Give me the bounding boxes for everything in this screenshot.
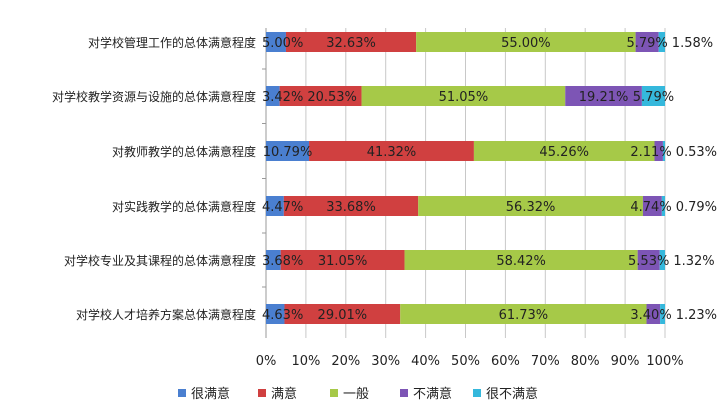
bar-segment [641, 86, 665, 106]
bar-segments [266, 32, 666, 324]
bar-segment [658, 32, 665, 52]
bar-segment [418, 196, 643, 216]
x-tick-label: 40% [411, 354, 440, 369]
x-tick-label: 70% [531, 354, 560, 369]
bar-segment [642, 196, 662, 216]
data-label: 0.53% [676, 145, 717, 160]
bar-segment [280, 250, 405, 270]
data-label: 41.32% [367, 145, 417, 160]
category-label: 对教师教学的总体满意程度 [112, 144, 256, 159]
data-label: 1.32% [673, 254, 714, 269]
category-label: 对实践教学的总体满意程度 [112, 199, 256, 214]
data-label: 2.11% [630, 145, 671, 160]
legend-label: 满意 [271, 386, 297, 402]
data-label: 51.05% [439, 90, 489, 105]
data-label: 19.21% [579, 90, 629, 105]
bar-segment [400, 304, 647, 324]
bar-segment [266, 86, 280, 106]
bar-segment [565, 86, 642, 106]
data-label: 58.42% [496, 254, 546, 269]
legend-swatch [473, 389, 481, 397]
x-tick-label: 20% [331, 354, 360, 369]
bar-segment [661, 196, 665, 216]
bar-segment [309, 141, 474, 161]
bar-segment [266, 304, 285, 324]
x-tick-label: 50% [451, 354, 480, 369]
data-label: 1.23% [676, 308, 717, 323]
bar-segment [361, 86, 566, 106]
bar-segment [283, 196, 419, 216]
data-label: 5.79% [633, 90, 674, 105]
category-label: 对学校教学资源与设施的总体满意程度 [52, 89, 256, 104]
data-label: 3.40% [630, 308, 671, 323]
data-label: 1.58% [672, 36, 713, 51]
data-label: 4.74% [630, 200, 671, 215]
data-label: 29.01% [318, 308, 368, 323]
category-label: 对学校管理工作的总体满意程度 [88, 35, 256, 50]
legend-swatch [258, 389, 266, 397]
bar-segment [279, 86, 362, 106]
data-label: 3.68% [262, 254, 303, 269]
data-label: 55.00% [501, 36, 551, 51]
data-labels: 5.00% 32.63% 55.00% 5.79% 1.58% 3.42% 20.53% 51… [262, 36, 717, 323]
data-label: 56.32% [506, 200, 556, 215]
bar-segment [266, 250, 281, 270]
category-label: 对学校专业及其课程的总体满意程度 [64, 253, 256, 268]
gridlines [262, 28, 666, 338]
legend: 很满意 满意 一般 不满意 很不满意 [178, 386, 538, 402]
x-tick-label: 80% [571, 354, 600, 369]
x-tick-label: 90% [611, 354, 640, 369]
bar-segment [635, 32, 659, 52]
data-label: 10.79% [263, 145, 313, 160]
data-label: 33.68% [326, 200, 376, 215]
data-label: 61.73% [499, 308, 549, 323]
data-label: 32.63% [326, 36, 376, 51]
bar-segment [285, 32, 417, 52]
data-label: 45.26% [539, 145, 589, 160]
x-tick-labels: 0% 10% 20% 30% 40% 50% 60% 70% 80% 90% 100% [256, 354, 684, 369]
data-label: 5.53% [628, 254, 669, 269]
x-tick-label: 100% [646, 354, 683, 369]
legend-label: 很不满意 [486, 386, 538, 402]
bar-segment [659, 250, 665, 270]
x-tick-label: 10% [291, 354, 320, 369]
bar-segment [660, 304, 665, 324]
data-label: 4.47% [262, 200, 303, 215]
bars: 5.00% 32.63% 55.00% 5.79% 1.58% 3.42% 20.53% 51… [262, 32, 717, 324]
legend-swatch [400, 389, 408, 397]
x-tick-label: 0% [256, 354, 277, 369]
data-label: 0.79% [676, 200, 717, 215]
data-label: 3.42% [262, 90, 303, 105]
bar-segment [266, 196, 284, 216]
legend-swatch [330, 389, 338, 397]
data-label: 5.79% [626, 36, 667, 51]
category-label: 对学校人才培养方案总体满意程度 [76, 307, 256, 322]
bar-segment [284, 304, 401, 324]
legend-swatch [178, 389, 186, 397]
x-tick-label: 30% [371, 354, 400, 369]
bar-segment [416, 32, 636, 52]
data-label: 4.63% [262, 308, 303, 323]
legend-label: 不满意 [413, 386, 452, 402]
data-label: 5.00% [262, 36, 303, 51]
data-label: 20.53% [307, 90, 357, 105]
category-labels: 对学校管理工作的总体满意程度对学校教学资源与设施的总体满意程度对教师教学的总体满… [52, 35, 256, 322]
data-label: 31.05% [318, 254, 368, 269]
bar-segment [646, 304, 661, 324]
bar-segment [266, 141, 310, 161]
legend-label: 一般 [343, 386, 369, 402]
bar-segment [654, 141, 663, 161]
bar-segment [266, 32, 286, 52]
bar-segment [404, 250, 638, 270]
bar-segment [473, 141, 655, 161]
x-tick-label: 60% [491, 354, 520, 369]
bar-segment [637, 250, 660, 270]
bar-segment [662, 141, 666, 161]
legend-label: 很满意 [191, 386, 230, 402]
